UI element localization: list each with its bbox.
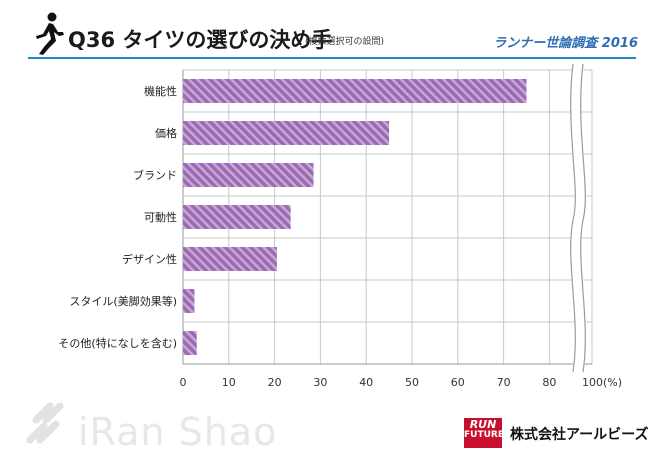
x-tick-label: 10 (222, 376, 236, 389)
company-name: 株式会社アールビーズ (510, 427, 649, 443)
run-badge: RUN FUTURE (464, 418, 504, 448)
category-label: その他(特になしを含む) (58, 336, 177, 350)
axis-break-gap (569, 63, 587, 373)
bar (183, 163, 314, 187)
watermark-text: iRan Shao (78, 410, 278, 454)
run-badge-line1: RUN (469, 418, 497, 431)
bar (183, 205, 291, 229)
header-rule (28, 57, 636, 59)
category-label: デザイン性 (122, 252, 177, 266)
x-tick-label: 20 (268, 376, 282, 389)
run-badge-line2: FUTURE (464, 430, 504, 440)
bar (183, 247, 277, 271)
category-label: 機能性 (144, 84, 177, 98)
bar (183, 79, 527, 103)
x-tick-label: 30 (313, 376, 327, 389)
chart-subtitle: (複数選択可の設問) (305, 37, 385, 47)
category-label: ブランド (133, 168, 177, 182)
axis-break-line (570, 63, 576, 373)
x-tick-label: 60 (451, 376, 465, 389)
watermark-logo-icon (26, 402, 64, 444)
runner-icon (36, 12, 64, 55)
x-tick-label: 70 (497, 376, 511, 389)
x-tick-label: 80 (542, 376, 556, 389)
category-label: スタイル(美脚効果等) (69, 294, 177, 308)
chart-title: Q36 タイツの選びの決め手 (68, 28, 333, 52)
x-tick-label: 0 (180, 376, 187, 389)
x-tick-label: 100(%) (582, 376, 622, 389)
header: Q36 タイツの選びの決め手 (複数選択可の設問) ランナー世論調査 2016 (0, 0, 660, 62)
bar (183, 289, 195, 313)
x-tick-label: 40 (359, 376, 373, 389)
bar-chart: 0 10 20 30 40 50 60 70 80 100(%) 機能性価格ブランド可動性デザイン性… (58, 63, 622, 389)
x-tick-label: 50 (405, 376, 419, 389)
bar (183, 331, 197, 355)
survey-label: ランナー世論調査 2016 (493, 36, 638, 51)
bar (183, 121, 390, 145)
category-label: 価格 (155, 126, 177, 140)
axis-break-line (580, 63, 586, 373)
category-label: 可動性 (144, 210, 177, 224)
